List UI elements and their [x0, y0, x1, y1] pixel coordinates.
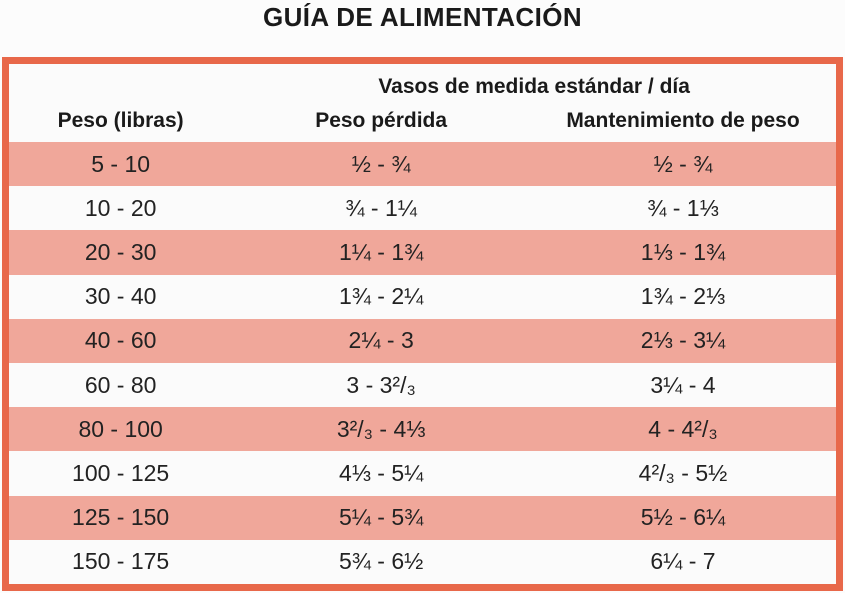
weight-range-cell: 80 - 100 [78, 415, 163, 442]
weight-range-cell: 10 - 20 [84, 194, 157, 221]
weight-loss-cell: 5¾ - 6½ [338, 548, 424, 575]
weight-loss-cell: ¾ - 1¼ [345, 194, 417, 221]
weight-range-cell: 125 - 150 [72, 504, 170, 531]
table-row: 10 - 20 ¾ - 1¼ ¾ - 1⅓ [9, 186, 836, 231]
table-row: 20 - 30 1¼ - 1¾ 1⅓ - 1¾ [9, 230, 836, 275]
table-row: 30 - 40 1¾ - 2¼ 1¾ - 2⅓ [9, 274, 836, 319]
weight-maintenance-cell: 1⅓ - 1¾ [640, 239, 726, 265]
column-header-mantenimiento: Mantenimiento de peso [566, 109, 800, 132]
weight-maintenance-cell: 4²/₃ - 5½ [638, 460, 728, 487]
table-row: 5 - 10 ½ - ¾ ½ - ¾ [9, 142, 836, 187]
table-row: 150 - 175 5¾ - 6½ 6¼ - 7 [9, 539, 836, 585]
column-headers-row: Peso (libras) Peso pérdida Mantenimiento… [9, 109, 836, 133]
weight-maintenance-cell: 5½ - 6¼ [640, 504, 726, 531]
table-header: Vasos de medida estándar / día Peso (lib… [9, 64, 836, 142]
weight-loss-cell: ½ - ¾ [351, 150, 411, 177]
weight-range-cell: 40 - 60 [84, 327, 157, 354]
weight-loss-cell: 5¼ - 5¾ [338, 504, 424, 531]
weight-loss-cell: 1¾ - 2¼ [338, 283, 424, 310]
table-row: 80 - 100 3²/₃ - 4⅓ 4 - 4²/₃ [9, 407, 836, 452]
table-row: 60 - 80 3 - 3²/₃ 3¼ - 4 [9, 363, 836, 408]
table-row: 125 - 150 5¼ - 5¾ 5½ - 6¼ [9, 495, 836, 540]
column-header-peso-libras: Peso (libras) [57, 109, 184, 132]
table-row: 100 - 125 4⅓ - 5¼ 4²/₃ - 5½ [9, 451, 836, 496]
weight-maintenance-cell: ½ - ¾ [653, 150, 713, 177]
weight-loss-cell: 2¼ - 3 [348, 327, 414, 354]
weight-maintenance-cell: 1¾ - 2⅓ [640, 283, 726, 310]
weight-range-cell: 20 - 30 [84, 239, 157, 265]
weight-maintenance-cell: ¾ - 1⅓ [647, 194, 719, 221]
table-body: 5 - 10 ½ - ¾ ½ - ¾ 10 - 20 ¾ - 1¼ ¾ - 1⅓ 20 - … [9, 142, 836, 585]
span-column-header: Vasos de medida estándar / día [378, 75, 690, 98]
weight-maintenance-cell: 3¼ - 4 [650, 371, 716, 398]
weight-range-cell: 60 - 80 [84, 371, 157, 398]
feeding-guide-table: Vasos de medida estándar / día Peso (lib… [2, 57, 843, 591]
weight-range-cell: 150 - 175 [72, 548, 170, 575]
weight-loss-cell: 1¼ - 1¾ [338, 239, 424, 265]
weight-range-cell: 100 - 125 [72, 460, 170, 487]
table-row: 40 - 60 2¼ - 3 2⅓ - 3¼ [9, 318, 836, 364]
weight-maintenance-cell: 6¼ - 7 [650, 548, 716, 575]
weight-range-cell: 5 - 10 [91, 150, 151, 177]
weight-loss-cell: 3 - 3²/₃ [346, 371, 416, 398]
weight-maintenance-cell: 2⅓ - 3¼ [640, 327, 726, 354]
weight-loss-cell: 3²/₃ - 4⅓ [336, 415, 426, 442]
page-title: GUÍA DE ALIMENTACIÓN [262, 2, 583, 32]
weight-range-cell: 30 - 40 [84, 283, 157, 310]
column-header-peso-perdida: Peso pérdida [315, 109, 448, 132]
weight-maintenance-cell: 4 - 4²/₃ [648, 415, 718, 442]
weight-loss-cell: 4⅓ - 5¼ [338, 460, 424, 487]
